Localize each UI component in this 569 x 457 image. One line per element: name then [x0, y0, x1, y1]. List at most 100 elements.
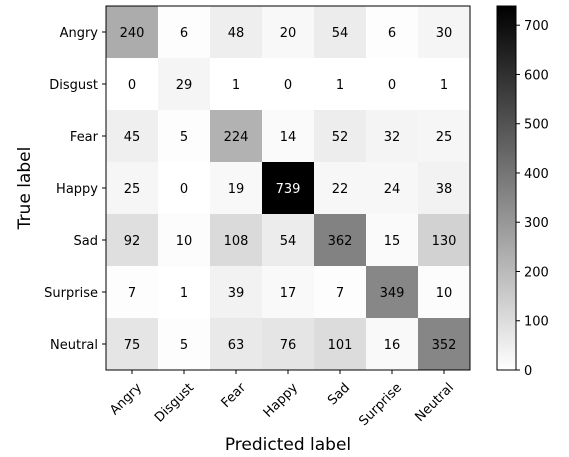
colorbar-tick-label: 700: [524, 19, 549, 34]
x-tick-label: Surprise: [356, 380, 405, 429]
cell-value-label: 0: [128, 78, 136, 93]
heatmap-cell: [106, 58, 158, 110]
colorbar-ticks: 0 100 200 300 400 500 600 700: [516, 19, 549, 379]
heatmap-cell: [106, 162, 158, 214]
heatmap-cell: [262, 318, 314, 370]
heatmap-cell: [106, 266, 158, 318]
heatmap-cell: [210, 6, 262, 58]
colorbar-tick-label: 600: [524, 68, 549, 83]
heatmap-cell: [210, 214, 262, 266]
heatmap-cell: [106, 6, 158, 58]
cell-value-label: 10: [436, 286, 453, 301]
cell-value-label: 39: [228, 286, 245, 301]
y-tick-label: Sad: [74, 234, 98, 249]
x-axis-ticks: Angry Disgust Fear Happy Sad Surprise Neutral: [107, 370, 457, 429]
x-tick-label: Sad: [325, 380, 353, 408]
cell-value-label: 48: [228, 26, 245, 41]
cell-value-label: 1: [336, 78, 344, 93]
cell-value-label: 0: [180, 182, 188, 197]
cell-value-label: 1: [440, 78, 448, 93]
cell-value-label: 1: [180, 286, 188, 301]
heatmap-cell: [314, 162, 366, 214]
x-tick-label: Angry: [107, 380, 145, 418]
cell-value-label: 224: [224, 130, 249, 145]
heatmap-cell: [158, 58, 210, 110]
cell-value-label: 30: [436, 26, 453, 41]
heatmap-cell: [210, 110, 262, 162]
cell-value-label: 19: [228, 182, 245, 197]
colorbar-tick-label: 200: [524, 265, 549, 280]
heatmap-cell: [158, 266, 210, 318]
x-tick-label: Fear: [219, 380, 250, 411]
heatmap-cell: [158, 162, 210, 214]
colorbar-tick-label: 100: [524, 315, 549, 330]
x-tick-label: Disgust: [152, 380, 197, 425]
heatmap-cell: [366, 58, 418, 110]
cell-value-label: 6: [388, 26, 396, 41]
cell-value-label: 739: [276, 182, 301, 197]
heatmap-cell: [106, 214, 158, 266]
heatmap-cell: [262, 162, 314, 214]
heatmap-cell: [262, 214, 314, 266]
cell-value-label: 25: [124, 182, 141, 197]
heatmap-cell: [210, 266, 262, 318]
cell-value-label: 16: [384, 338, 401, 353]
heatmap-cell: [418, 6, 470, 58]
cell-value-label: 10: [176, 234, 193, 249]
heatmap-cell: [366, 266, 418, 318]
x-tick-label: Happy: [261, 380, 301, 420]
heatmap-cell: [418, 214, 470, 266]
cell-value-label: 25: [436, 130, 453, 145]
colorbar-tick-label: 0: [524, 364, 532, 379]
heatmap-cell: [262, 266, 314, 318]
cell-value-label: 45: [124, 130, 141, 145]
heatmap-cell: [418, 162, 470, 214]
heatmap-cells: [106, 6, 470, 370]
heatmap-cell: [210, 58, 262, 110]
heatmap-cell: [418, 58, 470, 110]
heatmap-cell: [158, 214, 210, 266]
heatmap-cell: [210, 162, 262, 214]
y-axis-ticks: Angry Disgust Fear Happy Sad Surprise Neutral: [44, 26, 106, 353]
heatmap-cell: [366, 214, 418, 266]
heatmap-cell: [314, 110, 366, 162]
heatmap-cell: [262, 110, 314, 162]
y-tick-label: Neutral: [50, 338, 98, 353]
heatmap-cell: [314, 58, 366, 110]
heatmap-cell: [366, 6, 418, 58]
y-tick-label: Disgust: [49, 78, 98, 93]
cell-value-label: 22: [332, 182, 349, 197]
y-tick-label: Surprise: [44, 286, 98, 301]
colorbar: [496, 5, 517, 371]
cell-value-label: 7: [336, 286, 344, 301]
cell-value-label: 240: [120, 26, 145, 41]
cell-value-label: 130: [432, 234, 457, 249]
heatmap-cell: [158, 318, 210, 370]
cell-value-label: 17: [280, 286, 297, 301]
cell-value-label: 92: [124, 234, 141, 249]
cell-value-label: 7: [128, 286, 136, 301]
cell-value-label: 108: [224, 234, 249, 249]
cell-value-label: 6: [180, 26, 188, 41]
cell-value-label: 29: [176, 78, 193, 93]
heatmap-cell: [418, 318, 470, 370]
x-axis-title: Predicted label: [225, 435, 351, 455]
cell-value-label: 352: [432, 338, 457, 353]
cell-value-label: 101: [328, 338, 353, 353]
cell-value-label: 5: [180, 338, 188, 353]
cell-value-label: 1: [232, 78, 240, 93]
cell-value-label: 63: [228, 338, 245, 353]
y-tick-label: Angry: [60, 26, 99, 41]
cell-value-label: 0: [284, 78, 292, 93]
heatmap-cell: [314, 214, 366, 266]
cell-value-label: 5: [180, 130, 188, 145]
cell-value-label: 38: [436, 182, 453, 197]
heatmap-cell: [106, 318, 158, 370]
cell-value-label: 362: [328, 234, 353, 249]
x-tick-label: Neutral: [413, 380, 458, 425]
cell-value-label: 349: [380, 286, 405, 301]
heatmap-cell: [262, 6, 314, 58]
heatmap-cell: [314, 266, 366, 318]
